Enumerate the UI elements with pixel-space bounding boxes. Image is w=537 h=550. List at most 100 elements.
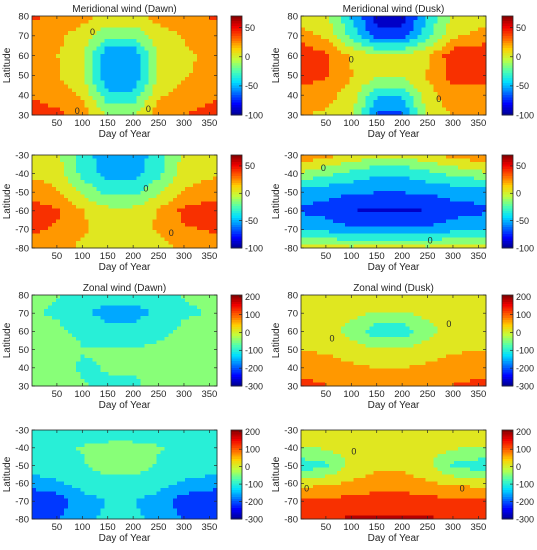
contour-label: 0	[75, 106, 80, 116]
colorbar-tick-label: -200	[245, 497, 263, 507]
panel-title: Zonal wind (Dusk)	[353, 283, 434, 294]
contour-label: 0	[304, 484, 309, 494]
colorbar-tick-label: -100	[245, 243, 263, 253]
y-tick-label: 70	[18, 31, 29, 42]
y-axis-label: Latitude	[271, 47, 282, 83]
x-tick-label: 100	[343, 389, 359, 400]
colorbar-tick-label: -200	[516, 363, 534, 373]
colorbar-tick-label: -50	[516, 81, 529, 91]
y-tick-label: -50	[15, 188, 29, 199]
x-tick-label: 100	[343, 522, 359, 533]
y-tick-label: -40	[284, 443, 298, 454]
contour-panel-5: 50 100 150 200 250 300 350 30 40 50 60 70 80 Day of Y…	[2, 283, 263, 411]
y-tick-label: 60	[18, 51, 29, 62]
colorbar-tick-label: -50	[516, 216, 529, 226]
colorbar-tick-label: 200	[516, 292, 531, 302]
y-tick-label: -80	[284, 243, 298, 254]
x-axis-label: Day of Year	[99, 400, 151, 411]
y-axis-label: Latitude	[2, 322, 13, 358]
x-tick-label: 100	[343, 118, 359, 129]
colorbar-frame	[230, 294, 243, 387]
colorbar	[231, 16, 242, 116]
x-tick-label: 250	[151, 118, 167, 129]
y-tick-label: 30	[18, 381, 29, 392]
colorbar-tick-label: 100	[516, 310, 531, 320]
colorbar-tick-label: 0	[245, 189, 250, 199]
colorbar-tick-label: 0	[516, 462, 521, 472]
colorbar-frame	[230, 429, 243, 520]
colorbar-tick-label: 100	[516, 444, 531, 454]
x-tick-label: 50	[52, 522, 63, 533]
axes-frame	[31, 15, 218, 116]
y-tick-label: 80	[287, 11, 298, 22]
x-tick-label: 200	[394, 251, 410, 262]
x-axis-label: Day of Year	[99, 262, 151, 273]
colorbar-tick-label: 0	[516, 328, 521, 338]
y-axis-label: Latitude	[271, 456, 282, 492]
x-tick-label: 100	[74, 522, 90, 533]
axes-frame	[300, 294, 487, 387]
x-tick-label: 150	[369, 522, 385, 533]
y-tick-label: -80	[15, 243, 29, 254]
colorbar-tick-label: -100	[245, 346, 263, 356]
x-tick-label: 50	[321, 251, 332, 262]
colorbar-tick-label: 200	[245, 292, 260, 302]
y-tick-label: -50	[284, 188, 298, 199]
axes-frame	[300, 15, 487, 116]
colorbar-tick-label: 0	[516, 52, 521, 62]
y-tick-label: 30	[18, 110, 29, 121]
colorbar-frame	[230, 154, 243, 249]
contour-fill	[32, 155, 218, 249]
x-axis-label: Day of Year	[368, 129, 420, 140]
y-tick-label: -50	[284, 461, 298, 472]
colorbar-tick-label: 50	[516, 161, 526, 171]
y-tick-label: 50	[287, 71, 298, 82]
y-tick-label: -70	[284, 497, 298, 508]
panel-title: Meridional wind (Dusk)	[343, 4, 445, 15]
y-tick-label: -60	[15, 479, 29, 490]
contour-label: 0	[436, 94, 441, 104]
x-tick-label: 100	[74, 389, 90, 400]
colorbar-tick-label: 100	[245, 444, 260, 454]
y-tick-label: 40	[287, 363, 298, 374]
x-tick-label: 100	[343, 251, 359, 262]
x-tick-label: 300	[445, 522, 461, 533]
contour-fill	[32, 295, 218, 387]
y-tick-label: -30	[15, 150, 29, 161]
panel-title: Zonal wind (Dawn)	[83, 283, 166, 294]
contour-fill	[301, 155, 487, 249]
x-tick-label: 100	[74, 251, 90, 262]
y-tick-label: -80	[284, 514, 298, 525]
axes-frame	[300, 154, 487, 249]
x-tick-label: 200	[125, 522, 141, 533]
colorbar-tick-label: -50	[245, 216, 258, 226]
colorbar	[231, 430, 242, 520]
x-tick-label: 150	[100, 251, 116, 262]
contour-label: 0	[321, 163, 326, 173]
colorbar	[502, 295, 513, 387]
y-tick-label: -50	[15, 461, 29, 472]
y-axis-label: Latitude	[271, 322, 282, 358]
x-tick-label: 300	[445, 118, 461, 129]
contour-panel-4: 0 0 50 100 150 200 250 300 350 -80 -70 -60 -50 -40 -30…	[271, 150, 534, 273]
x-tick-label: 150	[369, 251, 385, 262]
x-tick-label: 200	[394, 522, 410, 533]
x-tick-label: 250	[151, 251, 167, 262]
y-tick-label: 80	[18, 290, 29, 301]
y-tick-label: 60	[287, 51, 298, 62]
x-axis-label: Day of Year	[368, 533, 420, 544]
x-tick-label: 250	[420, 389, 436, 400]
x-tick-label: 50	[321, 522, 332, 533]
colorbar-tick-label: -100	[516, 243, 534, 253]
x-tick-label: 350	[470, 522, 486, 533]
y-tick-label: -30	[284, 425, 298, 436]
y-tick-label: -70	[15, 225, 29, 236]
x-tick-label: 350	[201, 251, 217, 262]
colorbar-tick-label: 0	[245, 462, 250, 472]
colorbar	[231, 295, 242, 387]
x-tick-label: 300	[445, 251, 461, 262]
colorbar-tick-label: 100	[245, 310, 260, 320]
y-tick-label: -70	[284, 225, 298, 236]
x-tick-label: 300	[176, 118, 192, 129]
